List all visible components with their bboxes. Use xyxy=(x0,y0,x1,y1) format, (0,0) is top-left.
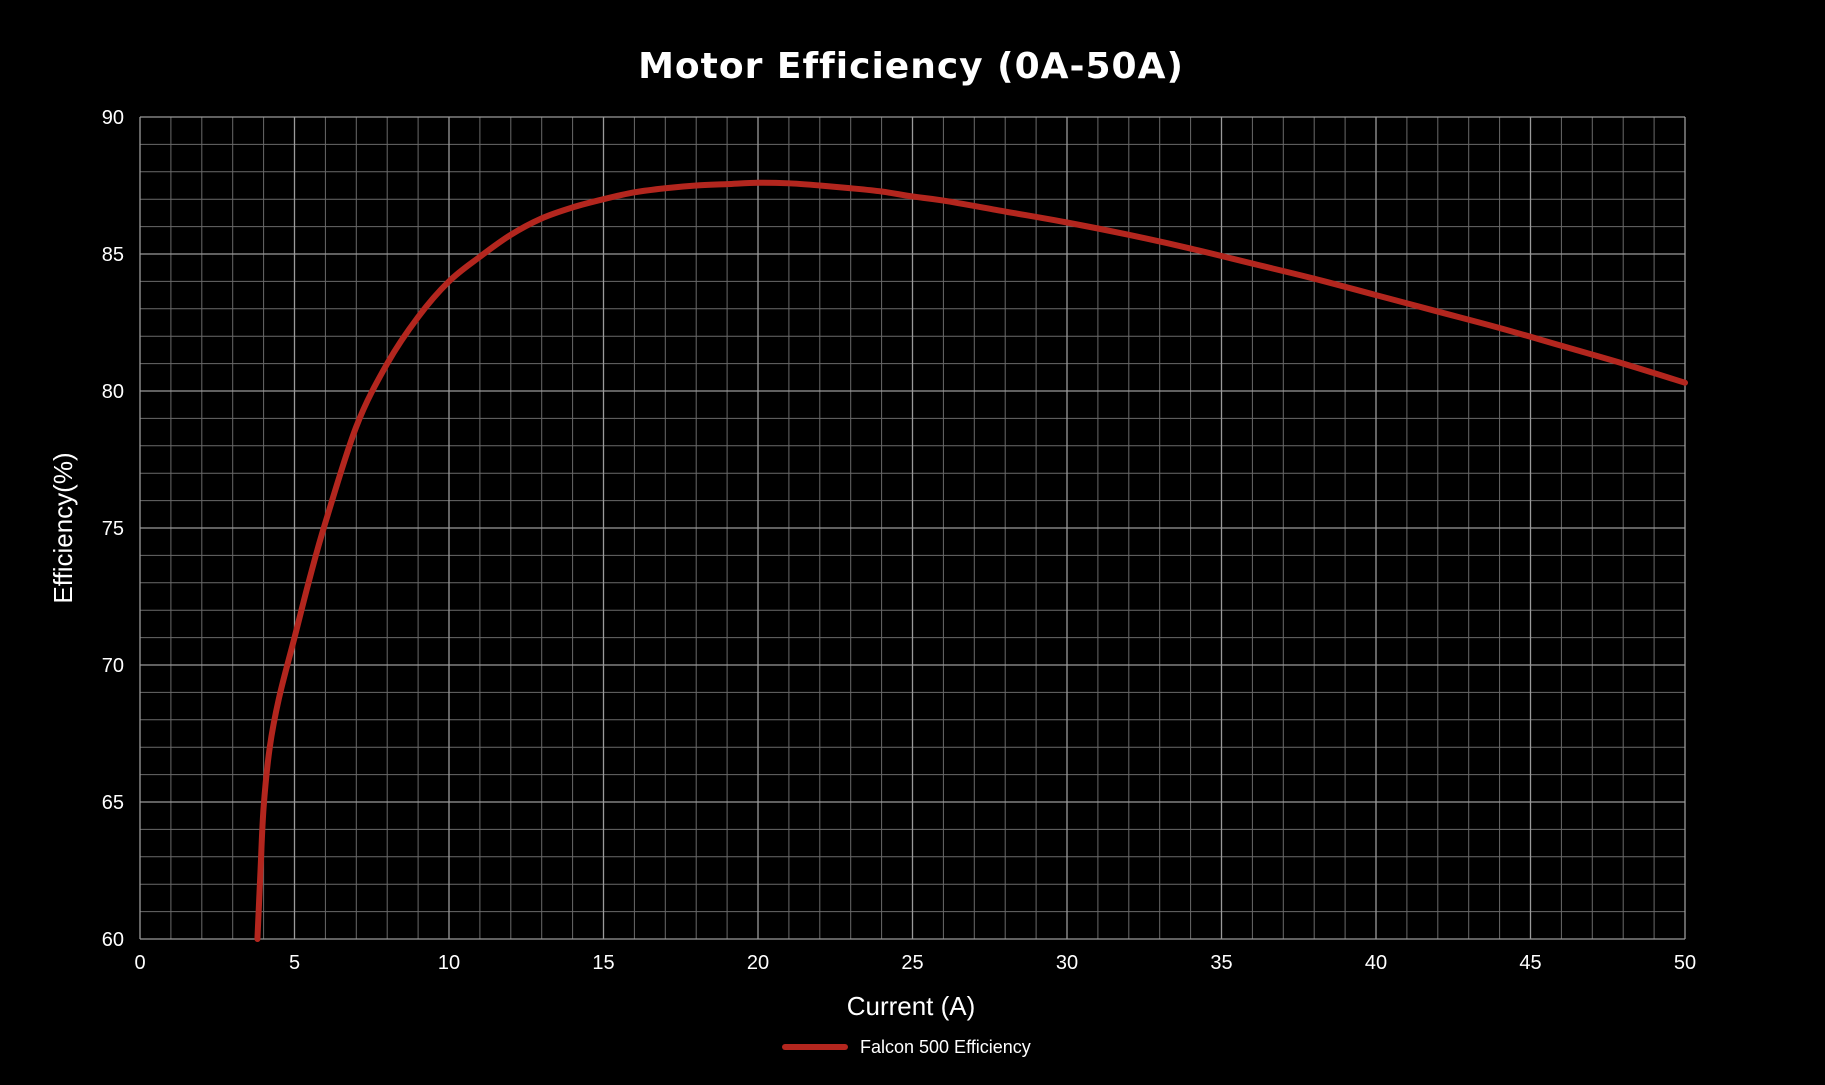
y-tick-label: 85 xyxy=(102,244,124,266)
y-axis-ticks: 60 65 70 75 80 85 90 xyxy=(102,107,124,951)
x-tick-label: 15 xyxy=(592,952,614,974)
x-tick-label: 25 xyxy=(901,952,923,974)
series-line-falcon-500-efficiency xyxy=(254,179,1688,942)
x-tick-label: 5 xyxy=(289,952,300,974)
y-axis-label: Efficiency(%) xyxy=(48,452,78,603)
major-gridlines xyxy=(139,116,1686,940)
chart-title: Motor Efficiency (0A-50A) xyxy=(638,46,1184,87)
x-tick-label: 30 xyxy=(1056,952,1078,974)
x-tick-label: 0 xyxy=(134,952,145,974)
x-tick-label: 20 xyxy=(747,952,769,974)
legend[interactable]: Falcon 500 Efficiency xyxy=(782,1037,1031,1057)
x-tick-label: 45 xyxy=(1519,952,1541,974)
x-axis-ticks: 0 5 10 15 20 25 30 35 40 45 50 xyxy=(134,952,1696,974)
y-tick-label: 65 xyxy=(102,792,124,814)
y-tick-label: 70 xyxy=(102,655,124,677)
x-axis-label: Current (A) xyxy=(847,991,976,1021)
y-tick-label: 80 xyxy=(102,381,124,403)
series-layer xyxy=(254,179,1688,942)
x-tick-label: 35 xyxy=(1210,952,1232,974)
legend-label-falcon-500-efficiency: Falcon 500 Efficiency xyxy=(860,1037,1031,1057)
x-tick-label: 50 xyxy=(1674,952,1696,974)
x-tick-label: 40 xyxy=(1365,952,1387,974)
x-tick-label: 10 xyxy=(438,952,460,974)
y-tick-label: 60 xyxy=(102,929,124,951)
y-tick-label: 75 xyxy=(102,518,124,540)
y-tick-label: 90 xyxy=(102,107,124,129)
